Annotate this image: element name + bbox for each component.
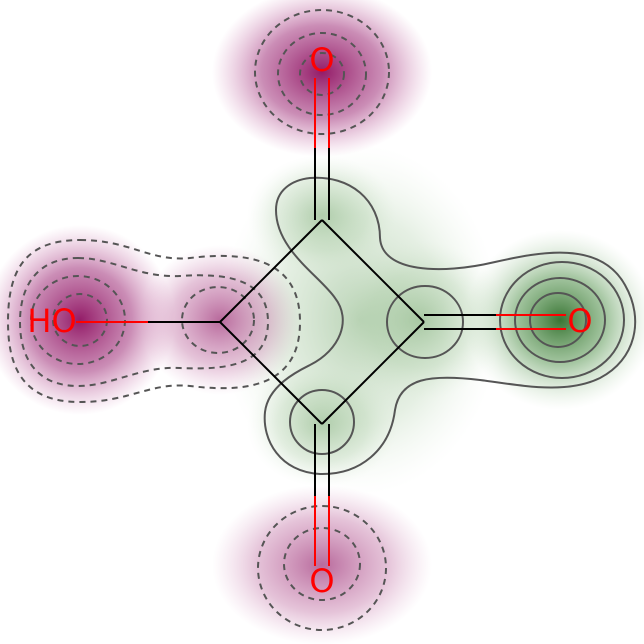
contour-right-carbon [386, 285, 464, 359]
contour-top-oxygen-middle [277, 32, 367, 116]
contour-hydroxyl-middle [18, 256, 270, 388]
atom-label-hydroxyl: HO [27, 302, 76, 340]
contour-hydroxyl-inner [30, 275, 126, 365]
bond-carbonyl-top [314, 78, 330, 220]
ring-bond-left-top [219, 219, 323, 323]
density-positive-right-carbon [335, 240, 505, 400]
contour-ring-outer [263, 176, 637, 476]
contour-right-oxygen-middle [514, 277, 606, 363]
bonds [76, 78, 566, 566]
ring-bond-top-right [321, 219, 425, 323]
bond-carbonyl-bottom [314, 424, 330, 566]
ring-bond-bottom-left [219, 321, 323, 425]
positive-contours [263, 176, 637, 476]
density-negative-hydroxyl [0, 225, 175, 415]
contour-hydroxyl-outer [6, 238, 302, 404]
atom-label-oxygen-top: O [309, 41, 334, 79]
density-positive-top [247, 155, 397, 275]
contour-right-oxygen-inner [529, 292, 587, 348]
contour-left-carbon [181, 286, 255, 354]
density-negative-bottom-oxygen [212, 485, 432, 644]
atom-labels: HO O O O [27, 41, 592, 600]
contour-hydroxyl-core [52, 293, 108, 347]
atom-label-oxygen-right: O [567, 302, 592, 340]
density-positive-right-oxygen [465, 230, 644, 410]
contour-bottom-oxygen-outer [257, 505, 387, 631]
contour-right-oxygen-outer [499, 261, 625, 379]
ring-bond-right-bottom [321, 321, 425, 425]
atom-label-oxygen-bottom: O [309, 562, 334, 600]
negative-contours [6, 9, 390, 631]
contour-top-oxygen-inner [299, 52, 345, 96]
contour-bottom-oxygen-inner [283, 527, 361, 601]
contour-bottom-carbon [289, 389, 355, 455]
contour-lines [6, 9, 637, 631]
contour-top-oxygen-outer [254, 9, 390, 135]
density-positive-bottom [247, 363, 397, 487]
density-negative-top-oxygen [212, 0, 432, 157]
density-negative-left-carbon [140, 245, 300, 395]
bond-carbonyl-right [424, 314, 566, 330]
